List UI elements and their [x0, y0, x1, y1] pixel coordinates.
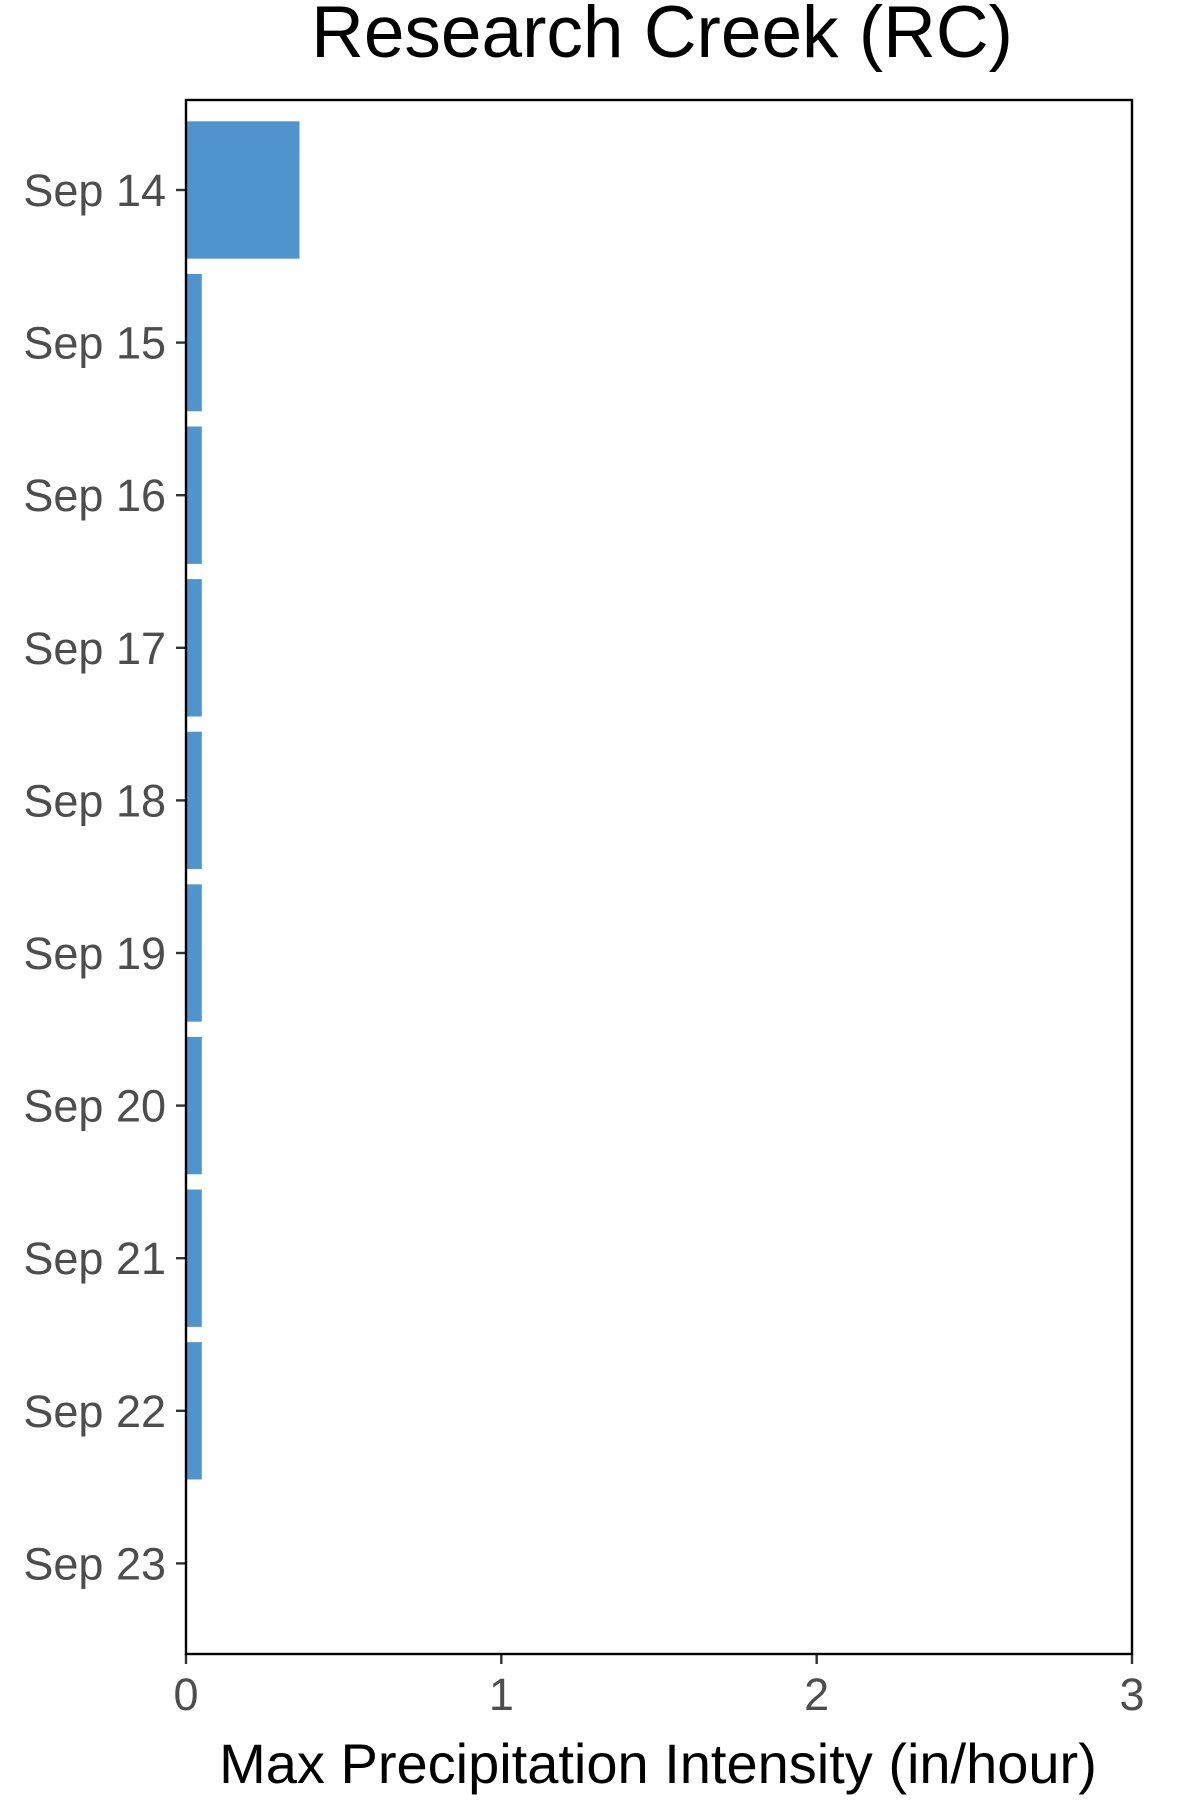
bar-sep-18: [186, 731, 202, 870]
chart-title: Research Creek (RC): [311, 0, 1013, 73]
bar-sep-15: [186, 273, 202, 412]
x-tick-label: 3: [1119, 1669, 1144, 1720]
y-tick-label: Sep 17: [23, 623, 166, 674]
y-tick-label: Sep 21: [23, 1233, 166, 1284]
bars-layer: [186, 121, 300, 1480]
y-tick-label: Sep 23: [23, 1538, 166, 1589]
bar-sep-17: [186, 579, 202, 717]
y-tick-label: Sep 14: [23, 165, 166, 216]
bar-sep-22: [186, 1342, 202, 1480]
y-tick-label: Sep 16: [23, 470, 166, 521]
bar-sep-21: [186, 1189, 202, 1327]
y-tick-label: Sep 18: [23, 775, 166, 826]
x-tick-label: 2: [804, 1669, 829, 1720]
x-tick-label: 0: [173, 1669, 198, 1720]
y-tick-label: Sep 19: [23, 928, 166, 979]
x-tick-label: 1: [489, 1669, 514, 1720]
x-axis-title: Max Precipitation Intensity (in/hour): [219, 1732, 1097, 1795]
y-axis: Sep 14 Sep 15 Sep 16 Sep 17 Sep 18 Sep 19 Sep …: [23, 165, 186, 1589]
y-tick-label: Sep 22: [23, 1386, 166, 1437]
bar-sep-16: [186, 426, 202, 564]
plot-panel-border: [184, 98, 1134, 1656]
y-tick-label: Sep 20: [23, 1081, 166, 1132]
bar-sep-14: [186, 121, 300, 259]
x-axis: 0 1 2 3: [173, 1654, 1145, 1720]
y-tick-label: Sep 15: [23, 318, 166, 369]
bar-sep-20: [186, 1036, 202, 1175]
bar-sep-19: [186, 884, 202, 1022]
